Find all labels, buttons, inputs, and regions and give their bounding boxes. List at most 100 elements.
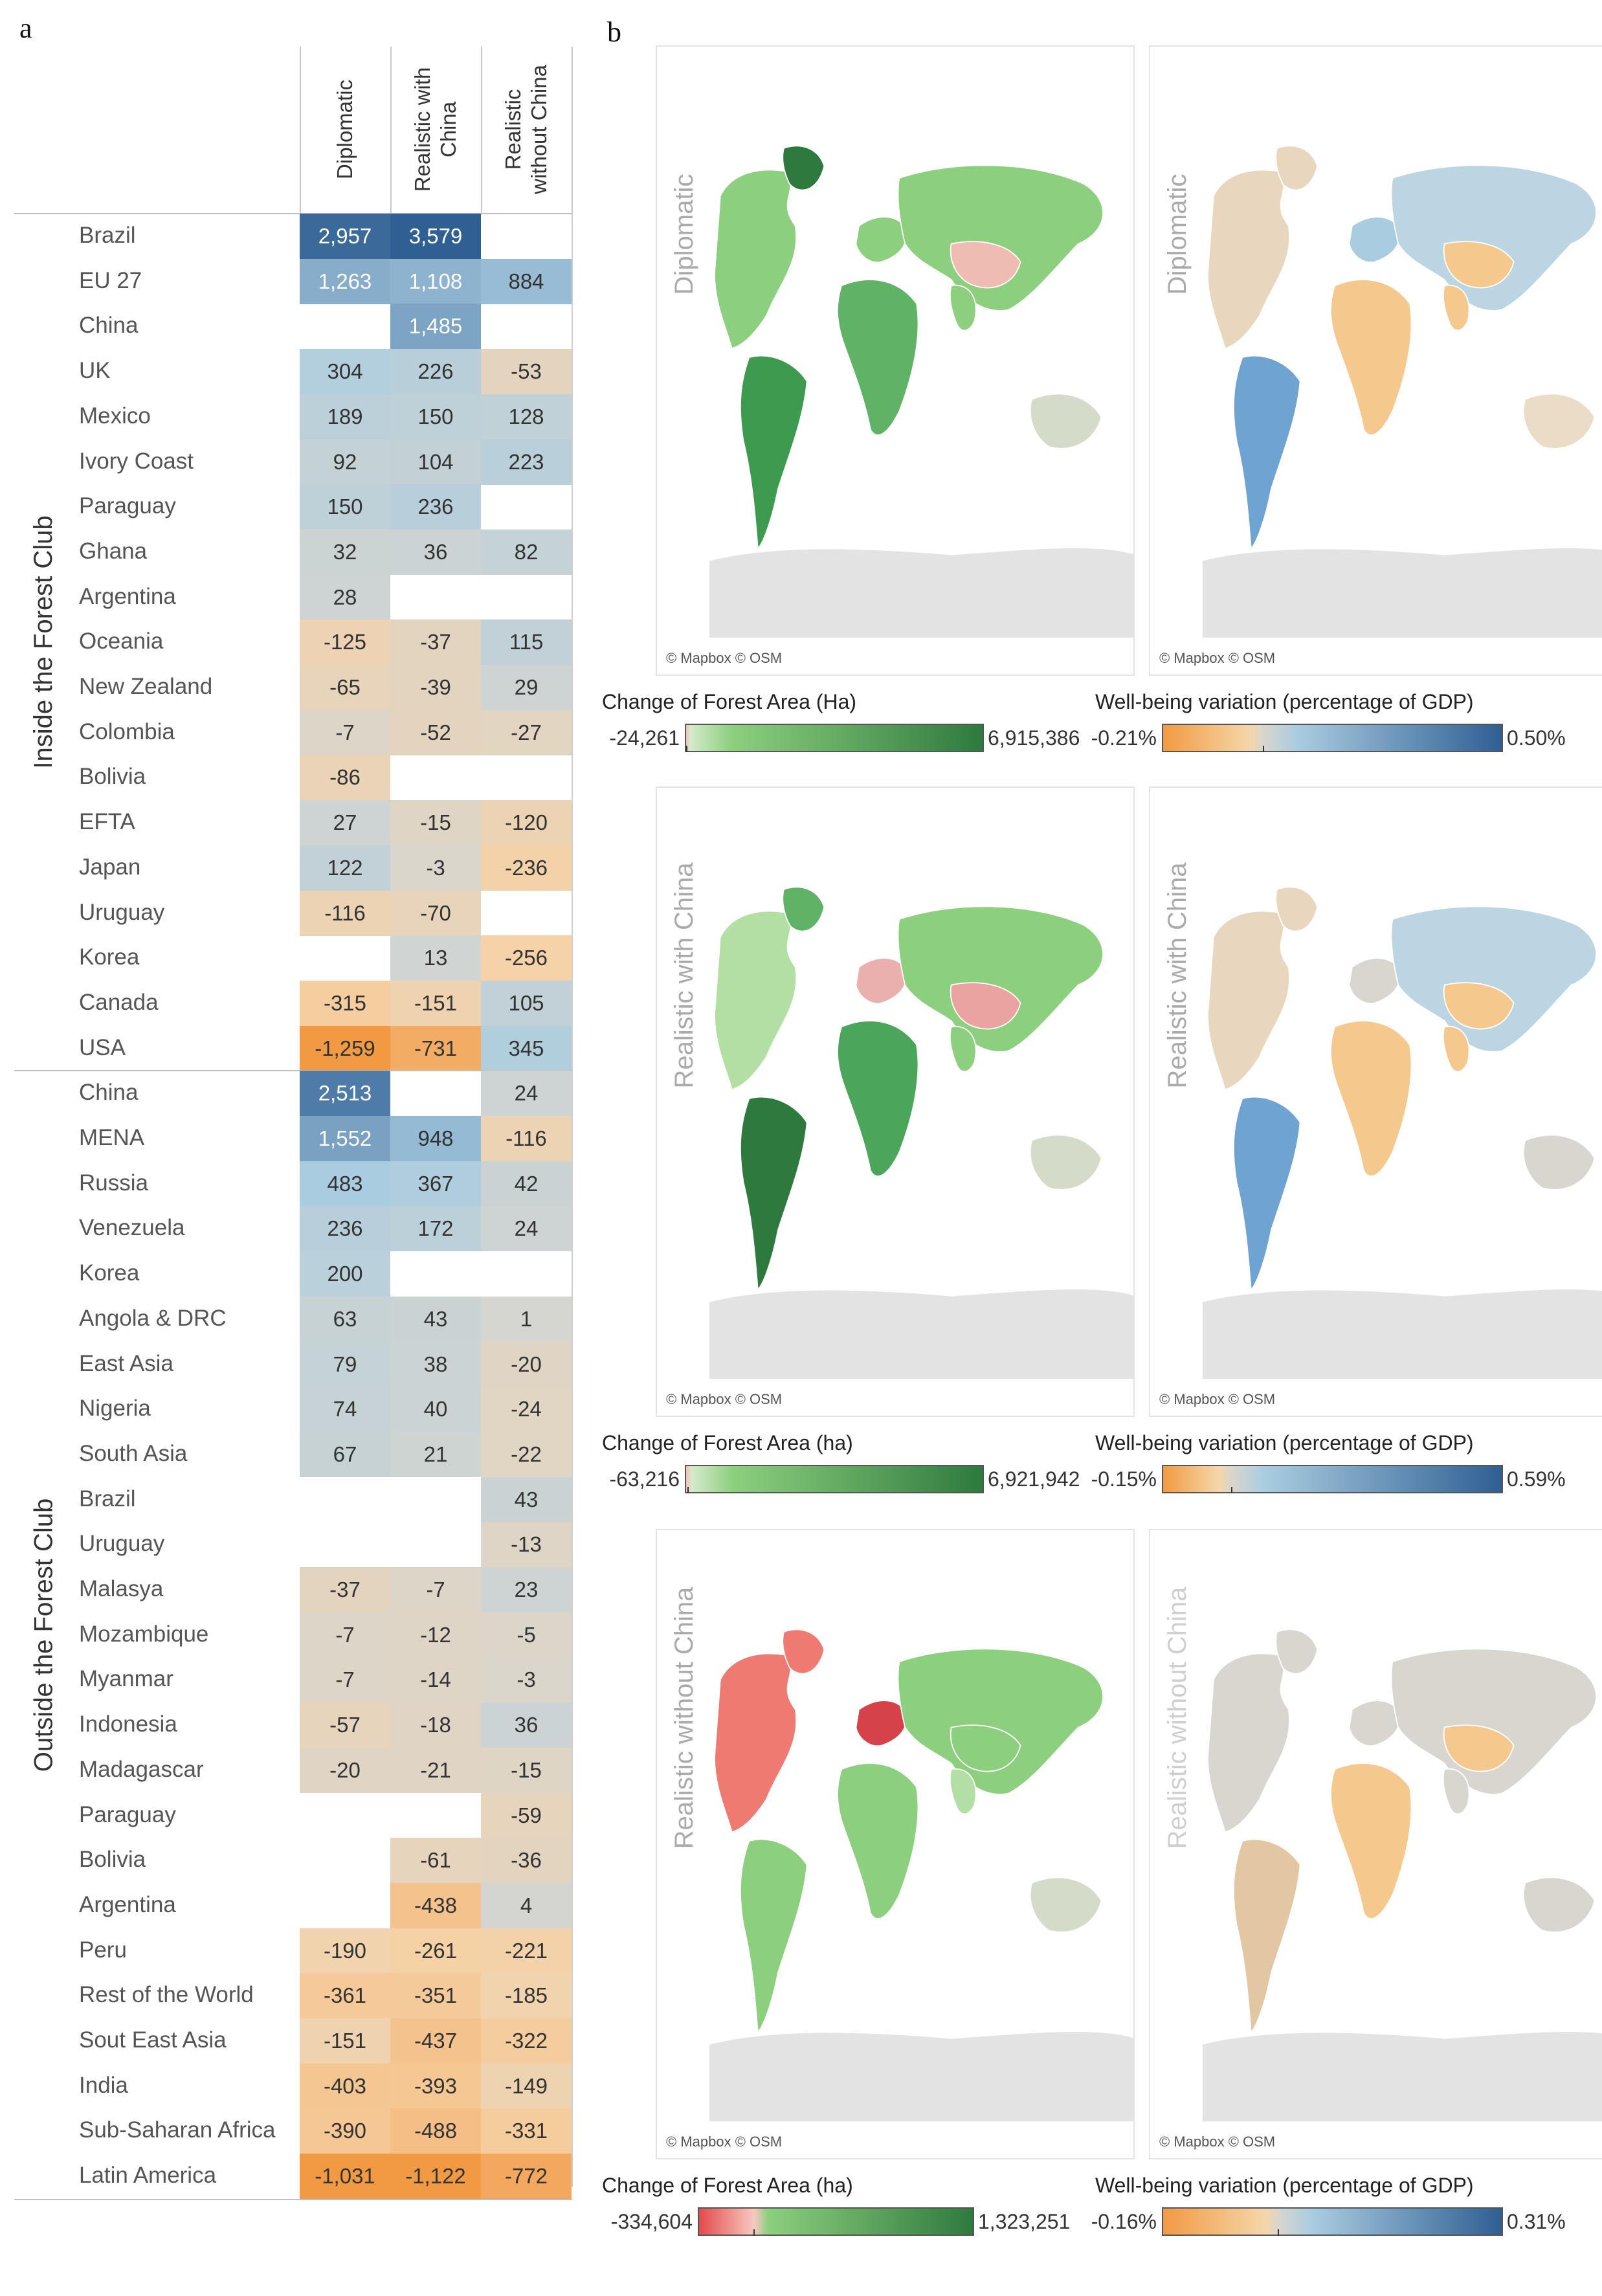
- map-attribution: © Mapbox © OSM: [666, 1391, 783, 1407]
- region-northAmerica: [1207, 169, 1290, 350]
- table-cell: 1: [481, 1296, 572, 1342]
- map-attribution: © Mapbox © OSM: [666, 650, 783, 666]
- table-cell: -20: [481, 1341, 572, 1387]
- region-europe: [1348, 957, 1401, 1005]
- table-cell: 172: [390, 1206, 481, 1252]
- map-scenario-title: Diplomatic: [1163, 173, 1192, 295]
- table-cell: 74: [300, 1387, 390, 1432]
- region-africa: [837, 1763, 919, 1919]
- world-map: [709, 886, 1133, 1379]
- forest-map: Diplomatic © Mapbox © OSM: [656, 45, 1135, 676]
- table-cell: -86: [300, 755, 390, 801]
- world-map: [1202, 886, 1602, 1379]
- world-map: [709, 1629, 1133, 2122]
- table-cell: -149: [481, 2063, 572, 2109]
- region-australia: [1522, 393, 1596, 449]
- table-cell: -151: [300, 2018, 390, 2064]
- column-header: Realistic without China: [501, 65, 551, 194]
- row-label: Korea: [79, 944, 140, 970]
- row-label: India: [79, 2072, 128, 2098]
- table-cell: -13: [481, 1522, 572, 1568]
- row-label: Ivory Coast: [79, 448, 194, 474]
- table-cell: 92: [300, 439, 390, 485]
- table-cell: -731: [390, 1025, 481, 1071]
- region-africa: [837, 279, 919, 436]
- region-southAmerica: [739, 355, 808, 550]
- row-label: Rest of the World: [79, 1982, 254, 2008]
- table-cell: -5: [481, 1612, 572, 1658]
- region-china: [1443, 241, 1515, 289]
- row-label: Russia: [79, 1170, 148, 1196]
- welfare-legend-bar: [1162, 724, 1503, 752]
- region-greenland: [782, 886, 825, 932]
- row-label: China: [79, 313, 139, 339]
- forest-legend-bar: [685, 724, 984, 752]
- row-label: South Asia: [79, 1440, 188, 1466]
- table-cell: -52: [390, 709, 481, 755]
- table-cell: -15: [390, 800, 481, 846]
- table-cell: -772: [481, 2154, 572, 2200]
- region-greenland: [1275, 145, 1318, 191]
- table-cell: -190: [300, 1928, 390, 1974]
- region-europe: [855, 957, 907, 1005]
- table-cell: -236: [481, 845, 572, 891]
- region-europe: [855, 216, 907, 263]
- table-cell: 150: [390, 394, 481, 440]
- table-cell: -488: [390, 2108, 481, 2154]
- welfare-legend-bar: [1162, 2207, 1503, 2236]
- region-china: [950, 241, 1021, 289]
- row-label: USA: [79, 1034, 126, 1060]
- row-label: Korea: [79, 1260, 140, 1286]
- region-greenland: [1275, 1629, 1318, 1675]
- welfare-legend-title: Well-being variation (percentage of GDP): [1095, 1431, 1474, 1455]
- table-cell: 1,552: [300, 1116, 390, 1161]
- table-cell: 236: [300, 1206, 390, 1252]
- row-label: Peru: [79, 1937, 127, 1963]
- table-cell: 79: [300, 1341, 390, 1387]
- welfare-legend-bar: [1162, 1465, 1503, 1493]
- table-cell: -221: [481, 1928, 572, 1974]
- forest-legend-bar: [685, 1465, 984, 1493]
- table-cell: 1,485: [390, 304, 481, 350]
- row-label: Mexico: [79, 403, 151, 429]
- table-cell: -18: [390, 1702, 481, 1748]
- panel-b-label: b: [607, 16, 621, 48]
- map-attribution: © Mapbox © OSM: [1159, 1391, 1276, 1407]
- table-cell: 32: [300, 529, 390, 575]
- region-africa: [1330, 1763, 1412, 1919]
- table-cell: 40: [390, 1387, 481, 1432]
- region-northAmerica: [1207, 1653, 1290, 1833]
- table-cell: -20: [300, 1747, 390, 1793]
- panel-a-label: a: [19, 12, 32, 44]
- row-label: Venezuela: [79, 1215, 185, 1241]
- region-china: [950, 1724, 1021, 1772]
- table-cell: 3,579: [390, 214, 481, 259]
- table-cell: -185: [481, 1973, 572, 2019]
- welfare-legend-max: 0.59%: [1507, 1467, 1566, 1491]
- table-cell: -37: [390, 619, 481, 665]
- table-cell: 82: [481, 529, 572, 575]
- table-cell: -24: [481, 1387, 572, 1432]
- region-australia: [1029, 393, 1102, 449]
- column-header: Realistic with China: [410, 67, 460, 192]
- region-europe: [1348, 1700, 1401, 1747]
- region-australia: [1522, 1877, 1596, 1933]
- table-cell: -315: [300, 980, 390, 1026]
- table-cell: -59: [481, 1792, 572, 1838]
- map-scenario-title: Realistic with China: [670, 862, 698, 1089]
- table-cell: 2,513: [300, 1071, 390, 1117]
- welfare-legend-min: -0.21%: [1091, 726, 1157, 750]
- table-cell: 24: [481, 1206, 572, 1252]
- row-label: Oceania: [79, 629, 164, 654]
- table-cell: -36: [481, 1838, 572, 1884]
- row-label: UK: [79, 358, 111, 384]
- table-cell: -57: [300, 1702, 390, 1748]
- group-divider: [14, 213, 572, 214]
- world-map: [709, 145, 1133, 638]
- region-greenland: [1275, 886, 1318, 932]
- welfare-legend-max: 0.50%: [1507, 726, 1566, 750]
- table-cell: 21: [390, 1431, 481, 1477]
- region-asia: [897, 906, 1104, 1053]
- region-india: [949, 284, 977, 331]
- table-cell: -7: [300, 1612, 390, 1658]
